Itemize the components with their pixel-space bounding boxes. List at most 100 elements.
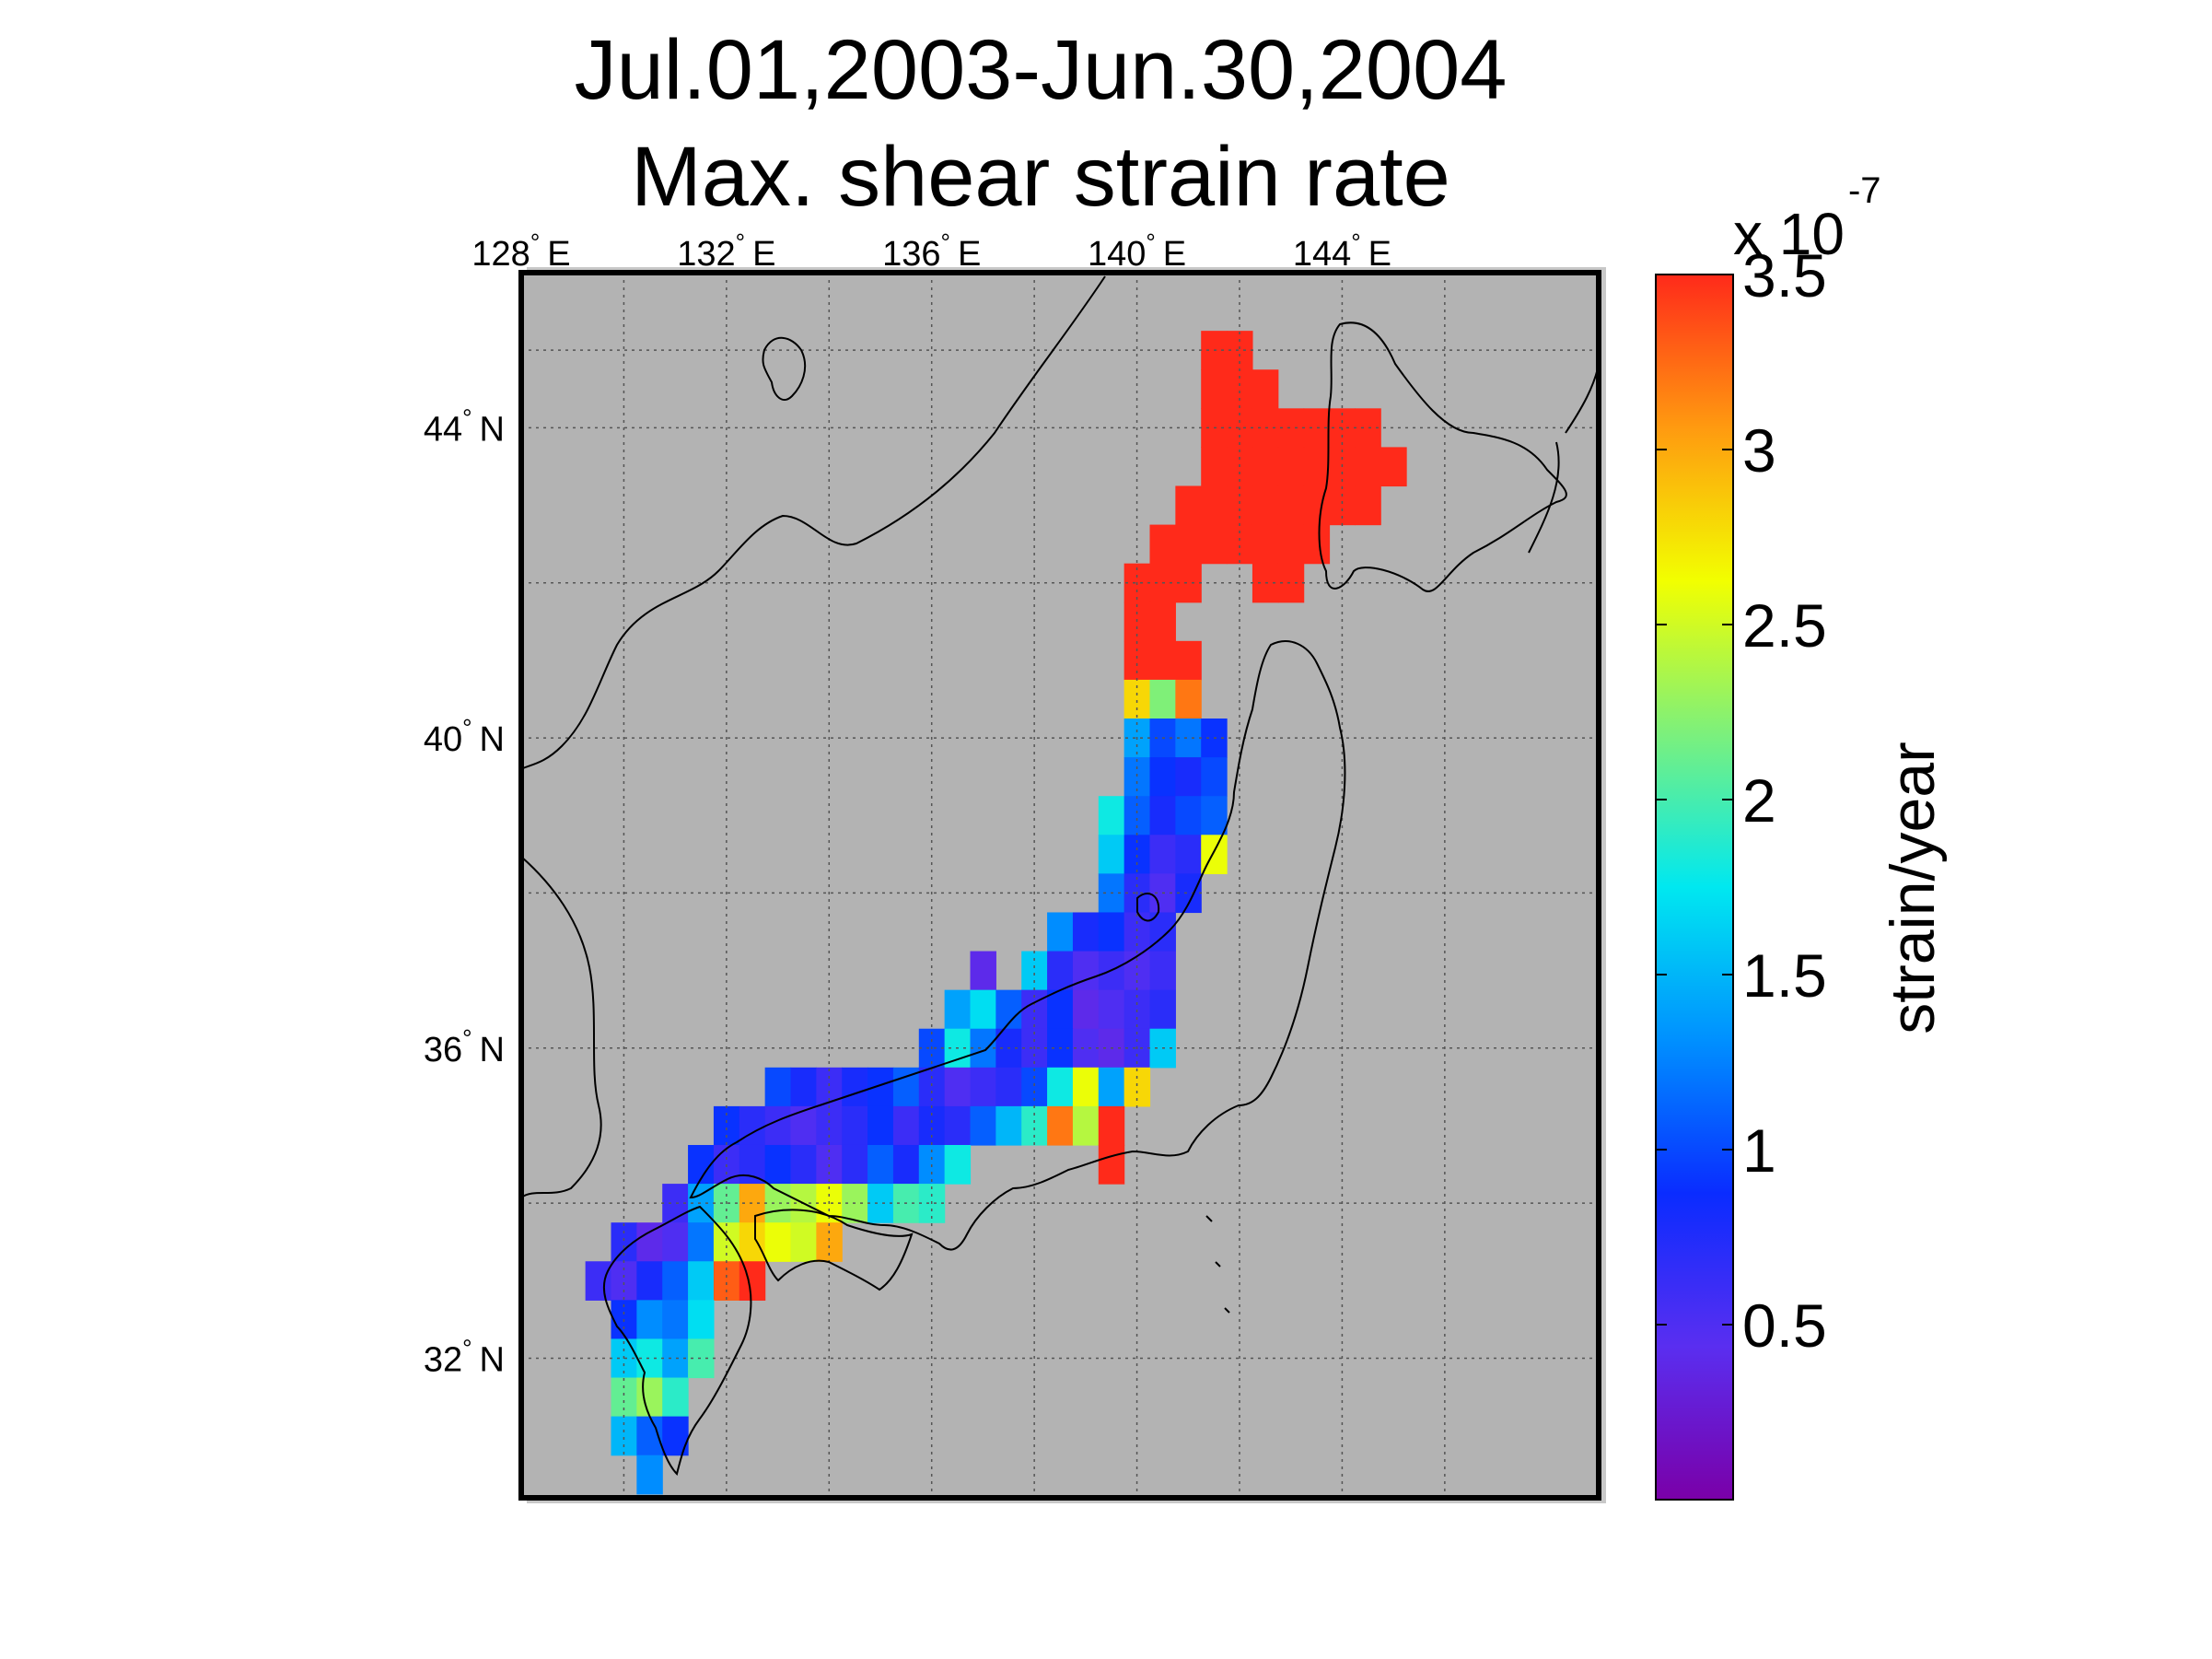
strain-cell — [1149, 989, 1176, 1030]
strain-cell — [662, 1377, 689, 1418]
strain-cell — [1098, 796, 1125, 835]
strain-cell — [1277, 485, 1305, 526]
strain-cell — [892, 1144, 920, 1185]
longitude-tick-label: 144° E — [1293, 228, 1391, 274]
strain-cell — [944, 989, 972, 1030]
izu-islands-coastline — [1205, 1215, 1230, 1314]
strain-cell — [1201, 796, 1228, 835]
strain-cell — [1252, 524, 1279, 565]
strain-cell — [1072, 989, 1100, 1030]
strain-cell — [970, 1105, 996, 1146]
strain-cell — [1252, 485, 1279, 526]
strain-cell — [1123, 640, 1151, 681]
strain-cell — [1380, 447, 1407, 487]
strain-cell — [816, 1067, 843, 1107]
strain-cell — [636, 1261, 663, 1301]
ulleung-dots — [762, 336, 807, 401]
strain-cell — [867, 1144, 894, 1185]
strain-cell — [1149, 757, 1176, 797]
strain-cell — [1072, 1105, 1100, 1146]
strain-cell — [1149, 640, 1176, 681]
strain-cell — [1175, 640, 1202, 681]
strain-cell — [1175, 757, 1202, 797]
strain-cell — [662, 1300, 689, 1340]
longitude-tick-label: 128° E — [472, 228, 570, 274]
strain-cell — [790, 1105, 817, 1146]
strain-cell — [764, 1105, 792, 1146]
strain-cell — [918, 1067, 946, 1107]
strain-cell — [1329, 485, 1356, 526]
strain-cell — [1175, 485, 1202, 526]
strain-cell — [1047, 989, 1074, 1030]
strain-cell — [662, 1261, 689, 1301]
latitude-tick-label: 32° N — [424, 1334, 505, 1379]
strain-cell — [1098, 1067, 1125, 1107]
longitude-tick-labels: 128° E 132° E 136° E 140° E 144° E — [472, 228, 1391, 274]
latitude-tick-label: 40° N — [424, 714, 505, 759]
strain-cell — [1072, 1067, 1100, 1107]
hokkaido-coastline — [1318, 321, 1567, 592]
strain-cell — [816, 1105, 843, 1146]
strain-cell — [636, 1377, 663, 1418]
colorbar-tick-label: 1 — [1742, 1116, 1776, 1185]
strain-cell — [1047, 1067, 1074, 1107]
strain-cell — [585, 1261, 612, 1301]
strain-cell — [688, 1222, 715, 1262]
longitude-tick-label: 132° E — [677, 228, 775, 274]
strain-cell — [611, 1261, 637, 1301]
strain-cell — [636, 1455, 663, 1495]
colorbar-tick-label: 1.5 — [1742, 941, 1827, 1010]
strain-cell — [1227, 369, 1253, 409]
strain-cell — [1123, 796, 1151, 835]
strain-cell — [1072, 951, 1100, 991]
strain-cell — [1021, 1105, 1048, 1146]
strain-cell — [764, 1067, 792, 1107]
colorbar-ticks: 0.5 1 1.5 2 2.5 3 3.5 — [1656, 241, 1827, 1360]
strain-cell — [1277, 447, 1305, 487]
coastlines — [521, 275, 1599, 1476]
strain-cell — [1123, 1067, 1151, 1107]
strain-cell — [713, 1222, 740, 1262]
strain-cell — [764, 1144, 792, 1185]
strain-cell — [611, 1377, 637, 1418]
strain-cell — [662, 1222, 689, 1262]
strain-cell — [1175, 873, 1202, 914]
strain-cell — [713, 1105, 740, 1146]
colorbar-tick-label: 3 — [1742, 416, 1776, 485]
strain-cell — [970, 1028, 996, 1069]
strain-cell — [1098, 912, 1125, 952]
strain-cell — [867, 1184, 894, 1223]
strain-cell — [1175, 796, 1202, 835]
strain-cell — [1201, 485, 1228, 526]
strain-cell — [1072, 1028, 1100, 1069]
strain-cell — [1303, 524, 1331, 565]
colorbar-tick-label: 2 — [1742, 766, 1776, 835]
strain-cell — [1098, 1144, 1125, 1185]
strain-cell — [688, 1261, 715, 1301]
strain-cell — [1277, 524, 1305, 565]
strain-cell — [636, 1222, 663, 1262]
strain-cell — [842, 1067, 868, 1107]
strain-cell — [1303, 447, 1331, 487]
strain-cell — [944, 1144, 972, 1185]
strain-cell — [944, 1105, 972, 1146]
strain-cell — [1149, 835, 1176, 874]
sado-island-coastline — [1136, 893, 1160, 922]
strain-cell — [1149, 602, 1176, 642]
strain-cell — [1303, 485, 1331, 526]
strain-cell — [1149, 796, 1176, 835]
latitude-tick-labels: 44° N 40° N 36° N 32° N — [424, 403, 505, 1379]
strain-cell — [867, 1067, 894, 1107]
strain-cell — [918, 1105, 946, 1146]
kyushu-coastline — [602, 1205, 752, 1476]
strain-cell — [1252, 369, 1279, 409]
strain-cell — [764, 1222, 792, 1262]
colorbar-tick-label: 3.5 — [1742, 241, 1827, 310]
strain-cell — [1149, 951, 1176, 991]
strain-cell — [1175, 563, 1202, 603]
strain-cell — [688, 1300, 715, 1340]
strain-cell — [713, 1261, 740, 1301]
strain-cell — [1149, 679, 1176, 719]
colorbar-tick-label: 0.5 — [1742, 1291, 1827, 1360]
